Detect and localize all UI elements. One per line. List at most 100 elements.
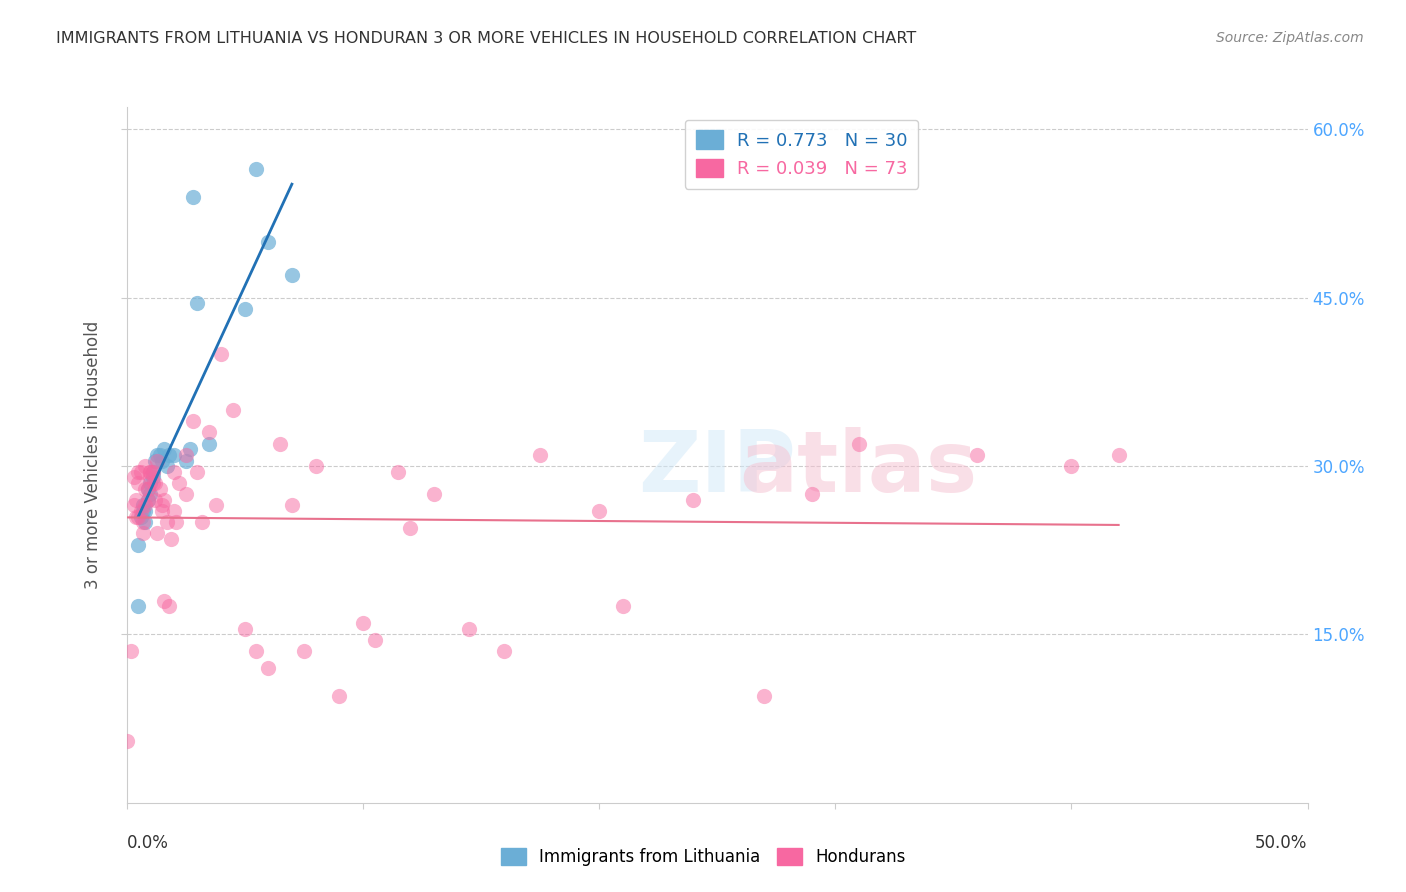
Point [150, 499, 173, 513]
Point [129, 465, 152, 479]
Point [157, 448, 180, 462]
Point [233, 622, 256, 636]
Point [387, 465, 409, 479]
Point [139, 465, 162, 479]
Point [150, 504, 173, 518]
Point [149, 482, 172, 496]
Point [165, 515, 187, 529]
Point [198, 436, 221, 450]
Point [754, 689, 776, 703]
Point [222, 403, 245, 417]
Point [269, 436, 291, 450]
Point [146, 526, 169, 541]
Point [127, 465, 149, 479]
Point [179, 442, 201, 457]
Point [281, 268, 304, 283]
Point [122, 499, 145, 513]
Point [181, 190, 204, 204]
Point [181, 414, 204, 428]
Point [257, 661, 280, 675]
Point [292, 644, 315, 658]
Point [233, 301, 256, 316]
Point [191, 515, 214, 529]
Point [136, 482, 159, 496]
Text: 50.0%: 50.0% [1256, 834, 1308, 852]
Text: ZIP: ZIP [638, 427, 796, 510]
Point [141, 470, 163, 484]
Point [115, 734, 138, 748]
Point [134, 515, 156, 529]
Point [682, 492, 704, 507]
Point [399, 521, 422, 535]
Point [422, 487, 444, 501]
Point [494, 644, 516, 658]
Point [134, 504, 156, 518]
Point [143, 453, 166, 467]
Point [127, 538, 149, 552]
Point [163, 504, 186, 518]
Point [146, 453, 169, 467]
Point [198, 425, 221, 440]
Point [848, 436, 870, 450]
Point [136, 492, 159, 507]
Point [127, 509, 149, 524]
Point [205, 499, 228, 513]
Point [1060, 459, 1083, 474]
Point [127, 475, 149, 490]
Point [150, 453, 173, 467]
Point [125, 492, 148, 507]
Text: 0.0%: 0.0% [127, 834, 169, 852]
Point [800, 487, 823, 501]
Point [174, 453, 197, 467]
Point [245, 161, 267, 176]
Point [125, 509, 148, 524]
Y-axis label: 3 or more Vehicles in Household: 3 or more Vehicles in Household [84, 321, 103, 589]
Point [120, 644, 142, 658]
Point [156, 459, 179, 474]
Point [143, 475, 166, 490]
Point [129, 504, 152, 518]
Point [132, 515, 155, 529]
Point [134, 499, 156, 513]
Point [139, 475, 162, 490]
Point [588, 504, 610, 518]
Text: Source: ZipAtlas.com: Source: ZipAtlas.com [1216, 31, 1364, 45]
Point [529, 448, 551, 462]
Point [1108, 448, 1130, 462]
Point [129, 509, 152, 524]
Point [156, 515, 179, 529]
Point [966, 448, 988, 462]
Point [141, 475, 163, 490]
Point [174, 487, 197, 501]
Legend: Immigrants from Lithuania, Hondurans: Immigrants from Lithuania, Hondurans [492, 840, 914, 875]
Point [163, 448, 186, 462]
Point [153, 492, 176, 507]
Point [163, 465, 186, 479]
Point [153, 442, 176, 457]
Point [174, 448, 197, 462]
Point [139, 465, 162, 479]
Point [136, 492, 159, 507]
Point [141, 465, 163, 479]
Point [160, 532, 183, 546]
Point [245, 644, 267, 658]
Text: IMMIGRANTS FROM LITHUANIA VS HONDURAN 3 OR MORE VEHICLES IN HOUSEHOLD CORRELATIO: IMMIGRANTS FROM LITHUANIA VS HONDURAN 3 … [56, 31, 917, 46]
Point [612, 599, 634, 614]
Point [363, 633, 385, 648]
Point [134, 459, 156, 474]
Point [328, 689, 350, 703]
Point [153, 594, 176, 608]
Point [132, 504, 155, 518]
Point [132, 499, 155, 513]
Point [127, 599, 149, 614]
Point [352, 616, 374, 631]
Point [281, 499, 304, 513]
Point [304, 459, 326, 474]
Point [136, 482, 159, 496]
Point [167, 475, 190, 490]
Point [139, 487, 162, 501]
Point [186, 296, 208, 310]
Point [143, 492, 166, 507]
Point [122, 470, 145, 484]
Point [141, 465, 163, 479]
